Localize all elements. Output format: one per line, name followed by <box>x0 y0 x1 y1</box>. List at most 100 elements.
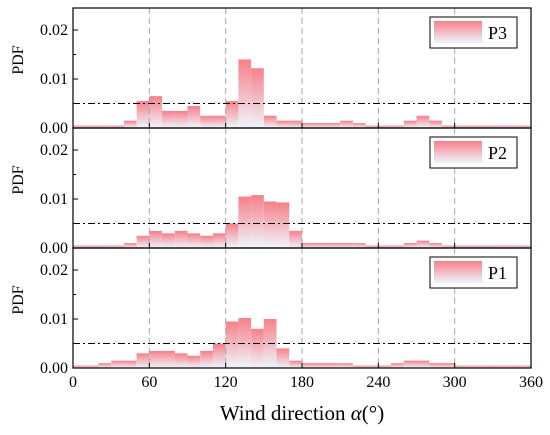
bar-p2-245 <box>378 245 392 248</box>
bar-p3-75 <box>162 110 175 128</box>
bar-p1-205 <box>327 363 341 368</box>
bar-p2-185 <box>302 243 315 248</box>
legend-swatch-p3 <box>434 21 482 43</box>
bar-p2-315 <box>467 245 481 248</box>
bar-p3-325 <box>480 125 493 128</box>
bar-p1-115 <box>212 343 226 368</box>
panel-p3: 0.00 0.01 0.02 PDF P3 <box>10 7 532 137</box>
y-axis-title-p3: PDF <box>10 45 27 74</box>
bar-p2-265 <box>403 243 417 248</box>
bar-p3-295 <box>441 125 455 128</box>
x-tick-label-3: 180 <box>290 374 314 391</box>
bar-p1-95 <box>187 355 201 368</box>
bar-p3-105 <box>200 115 213 128</box>
bar-p2-115 <box>212 233 226 248</box>
bar-p3-335 <box>492 125 506 128</box>
legend-label-p1: P1 <box>488 263 507 283</box>
bar-p2-55 <box>136 235 150 248</box>
bar-p1-15 <box>85 365 99 368</box>
bar-p2-25 <box>98 245 112 248</box>
bar-p2-235 <box>365 245 379 248</box>
bar-p1-335 <box>492 365 506 368</box>
bar-p2-85 <box>174 230 188 248</box>
y-tick-label-p2-1: 0.01 <box>40 191 68 208</box>
y-tick-label-p3-0: 0.00 <box>40 120 68 137</box>
bar-p1-245 <box>378 365 392 368</box>
bar-p2-295 <box>441 245 455 248</box>
bar-p3-315 <box>467 125 481 128</box>
bar-p2-155 <box>263 201 277 248</box>
bar-p1-185 <box>302 363 315 368</box>
bar-p2-105 <box>200 235 213 248</box>
bar-p3-225 <box>352 123 366 128</box>
bars-p2 <box>73 195 531 248</box>
bar-p1-305 <box>454 365 468 368</box>
bar-p3-25 <box>98 125 112 128</box>
bar-p1-75 <box>162 350 175 368</box>
bar-p2-135 <box>238 196 252 248</box>
bar-p1-345 <box>505 365 519 368</box>
x-tick-label-4: 240 <box>366 374 390 391</box>
bar-p3-215 <box>340 120 353 128</box>
bar-p2-355 <box>518 245 531 248</box>
x-tick-label-6: 360 <box>519 374 543 391</box>
bar-p1-165 <box>276 348 290 368</box>
bar-p3-235 <box>365 125 379 128</box>
bar-p3-145 <box>251 68 264 128</box>
bar-p3-185 <box>302 123 315 128</box>
bars-p3 <box>73 59 531 128</box>
bar-p2-95 <box>187 233 201 248</box>
bar-p3-305 <box>454 125 468 128</box>
legend-label-p2: P2 <box>488 143 507 163</box>
bar-p3-5 <box>73 125 86 128</box>
bar-p3-155 <box>263 115 277 128</box>
bar-p1-125 <box>225 321 239 368</box>
bar-p2-125 <box>225 223 239 248</box>
bar-p1-355 <box>518 365 531 368</box>
bar-p2-345 <box>505 245 519 248</box>
bar-p2-45 <box>123 243 137 248</box>
bar-p2-65 <box>149 230 163 248</box>
bar-p3-275 <box>416 115 430 128</box>
bar-p2-305 <box>454 245 468 248</box>
bar-p3-165 <box>276 120 290 128</box>
legend-p2: P2 <box>429 136 518 169</box>
bar-p1-265 <box>403 360 417 368</box>
panel-p2: 0.00 0.01 0.02 PDF P2 <box>10 127 532 257</box>
panel-p1: 0.00 0.01 0.02 PDF P1 <box>10 247 532 377</box>
y-tick-label-p3-1: 0.01 <box>40 71 68 88</box>
x-axis-title-text: Wind direction <box>220 401 351 425</box>
x-axis-title-symbol: α <box>351 401 363 425</box>
bar-p3-45 <box>123 120 137 128</box>
bar-p2-35 <box>111 245 124 248</box>
bar-p3-135 <box>238 59 252 128</box>
bar-p1-55 <box>136 353 150 368</box>
y-tick-label-p1-0: 0.00 <box>40 360 68 377</box>
bar-p1-5 <box>73 365 86 368</box>
legend-p3: P3 <box>429 16 518 49</box>
bar-p2-195 <box>314 243 328 248</box>
bar-p3-255 <box>391 125 404 128</box>
x-tick-label-5: 300 <box>443 374 467 391</box>
bar-p2-325 <box>480 245 493 248</box>
legend-label-p3: P3 <box>488 23 507 43</box>
bar-p1-325 <box>480 365 493 368</box>
bar-p2-5 <box>73 245 86 248</box>
y-tick-label-p1-2: 0.02 <box>40 262 68 279</box>
bar-p2-275 <box>416 240 430 248</box>
bar-p1-235 <box>365 365 379 368</box>
bar-p1-295 <box>441 363 455 368</box>
bar-p1-105 <box>200 350 213 368</box>
bar-p1-225 <box>352 365 366 368</box>
bar-p3-175 <box>289 120 302 128</box>
bar-p3-245 <box>378 125 392 128</box>
bar-p2-225 <box>352 243 366 248</box>
bar-p1-215 <box>340 363 353 368</box>
bar-p1-175 <box>289 360 302 368</box>
bar-p3-115 <box>212 115 226 128</box>
bar-p2-165 <box>276 202 290 248</box>
bar-p1-65 <box>149 350 163 368</box>
bar-p3-355 <box>518 125 531 128</box>
bar-p2-75 <box>162 233 175 248</box>
